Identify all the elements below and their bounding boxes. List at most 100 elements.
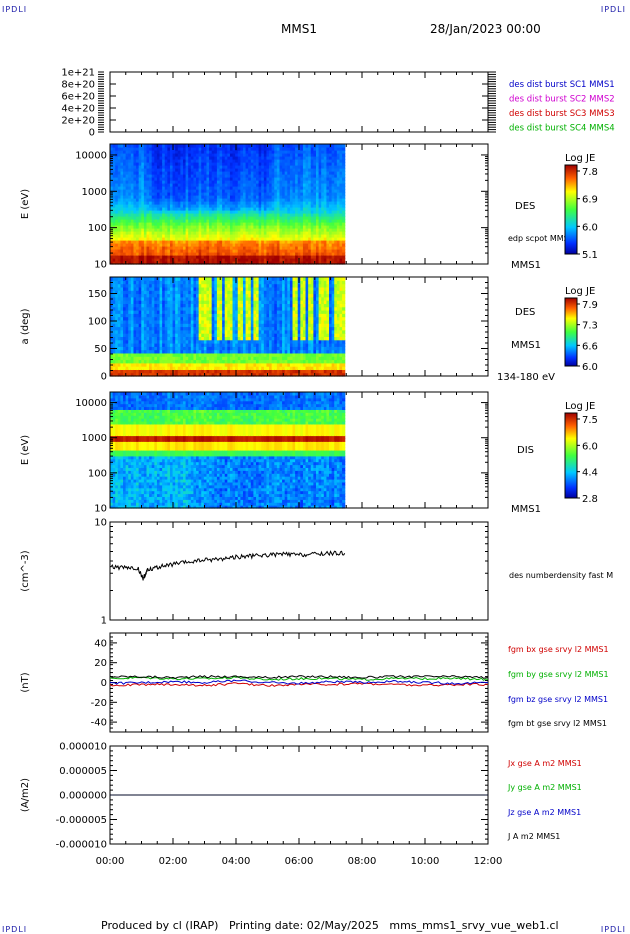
spectrogram-cell <box>136 240 140 244</box>
spectrogram-cell <box>235 240 239 244</box>
spectrogram-cell <box>117 240 122 244</box>
spectrogram-cell <box>188 329 192 334</box>
spectrogram-cell <box>282 252 286 256</box>
spectrogram-cell <box>342 198 346 202</box>
spectrogram-cell <box>183 192 187 196</box>
spectrogram-cell <box>180 180 184 184</box>
spectrogram-cell <box>342 240 346 244</box>
spectrogram-cell <box>211 213 215 217</box>
spectrogram-cell <box>120 168 124 172</box>
corner-tag-bottom-left: IPDLI <box>2 925 28 934</box>
spectrogram-cell <box>110 352 114 357</box>
spectrogram-cell <box>154 189 158 193</box>
spectrogram-cell <box>164 369 168 374</box>
spectrogram-cell <box>143 144 148 148</box>
spectrogram-cell <box>162 144 166 148</box>
spectrogram-cell <box>175 186 179 190</box>
spectrogram-cell <box>125 286 129 291</box>
spectrogram-cell <box>141 316 145 321</box>
spectrogram-cell <box>334 174 338 178</box>
spectrogram-cell <box>151 319 155 324</box>
spectrogram-cell <box>162 306 166 311</box>
spectrogram-cell <box>175 336 179 341</box>
spectrogram-cell <box>222 210 226 214</box>
spectrogram-cell <box>130 329 135 334</box>
spectrogram-cell <box>256 228 260 232</box>
spectrogram-cell <box>295 177 299 181</box>
spectrogram-cell <box>183 359 187 364</box>
spectrogram-cell <box>185 303 189 308</box>
spectrogram-cell <box>206 369 210 374</box>
spectrogram-cell <box>279 222 283 226</box>
spectrogram-cell <box>331 231 335 235</box>
spectrogram-cell <box>206 249 210 253</box>
spectrogram-cell <box>229 180 234 184</box>
spectrogram-cell <box>125 306 129 311</box>
spectrogram-cell <box>141 323 145 328</box>
spectrogram-cell <box>232 222 236 226</box>
spectrogram-cell <box>117 329 122 334</box>
spectrogram-cell <box>133 213 137 217</box>
spectrogram-cell <box>237 180 241 184</box>
spectrogram-cell <box>172 177 176 181</box>
spectrogram-cell <box>110 290 114 295</box>
spectrogram-cell <box>172 296 176 301</box>
spectrogram-cell <box>329 192 333 196</box>
spectrogram-cell <box>245 240 249 244</box>
spectrogram-cell <box>167 189 171 193</box>
spectrogram-cell <box>177 333 182 337</box>
spectrogram-cell <box>175 333 179 337</box>
spectrogram-cell <box>245 225 249 229</box>
spectrogram-cell <box>175 231 179 235</box>
spectrogram-cell <box>300 198 304 202</box>
spectrogram-cell <box>180 192 184 196</box>
spectrogram-cell <box>222 219 226 223</box>
spectrogram-cell <box>261 189 265 193</box>
spectrogram-cell <box>112 326 116 331</box>
spectrogram-cell <box>143 290 148 295</box>
spectrogram-cell <box>159 326 163 331</box>
spectrogram-cell <box>289 234 294 238</box>
spectrogram-cell <box>149 366 153 370</box>
spectrogram-cell <box>245 192 249 196</box>
spectrogram-cell <box>206 195 210 199</box>
spectrogram-cell <box>331 156 335 160</box>
spectrogram-cell <box>211 171 215 175</box>
spectrogram-cell <box>193 231 197 235</box>
spectrogram-cell <box>149 326 153 331</box>
spectrogram-cell <box>334 261 338 265</box>
spectrogram-cell <box>237 228 241 232</box>
spectrogram-cell <box>242 147 247 151</box>
spectrogram-cell <box>164 249 168 253</box>
spectrogram-cell <box>198 326 202 331</box>
spectrogram-cell <box>315 183 320 187</box>
spectrogram-cell <box>201 249 205 253</box>
spectrogram-cell <box>263 165 268 169</box>
spectrogram-cell <box>342 222 346 226</box>
spectrogram-cell <box>123 255 127 259</box>
spectrogram-cell <box>222 234 226 238</box>
spectrogram-cell <box>321 234 325 238</box>
spectrogram-cell <box>196 195 200 199</box>
spectrogram-cell <box>235 153 239 157</box>
spectrogram-cell <box>115 216 119 220</box>
spectrogram-cell <box>279 186 283 190</box>
spectrogram-cell <box>115 310 119 314</box>
spectrogram-cell <box>123 366 127 370</box>
spectrogram-cell <box>149 174 153 178</box>
spectrogram-cell <box>302 216 307 220</box>
spectrogram-cell <box>198 319 202 324</box>
spectrogram-cell <box>146 186 150 190</box>
spectrogram-cell <box>211 249 215 253</box>
spectrogram-cell <box>117 195 122 199</box>
spectrogram-cell <box>164 336 168 341</box>
date-title: 28/Jan/2023 00:00 <box>430 22 541 36</box>
spectrogram-cell <box>128 306 132 311</box>
spectrogram-cell <box>261 258 265 262</box>
spectrogram-cell <box>156 150 161 154</box>
spectrogram-cell <box>329 195 333 199</box>
spectrogram-cell <box>326 162 330 166</box>
spectrogram-cell <box>125 147 129 151</box>
spectrogram-cell <box>151 147 155 151</box>
spectrogram-cell <box>201 286 205 291</box>
